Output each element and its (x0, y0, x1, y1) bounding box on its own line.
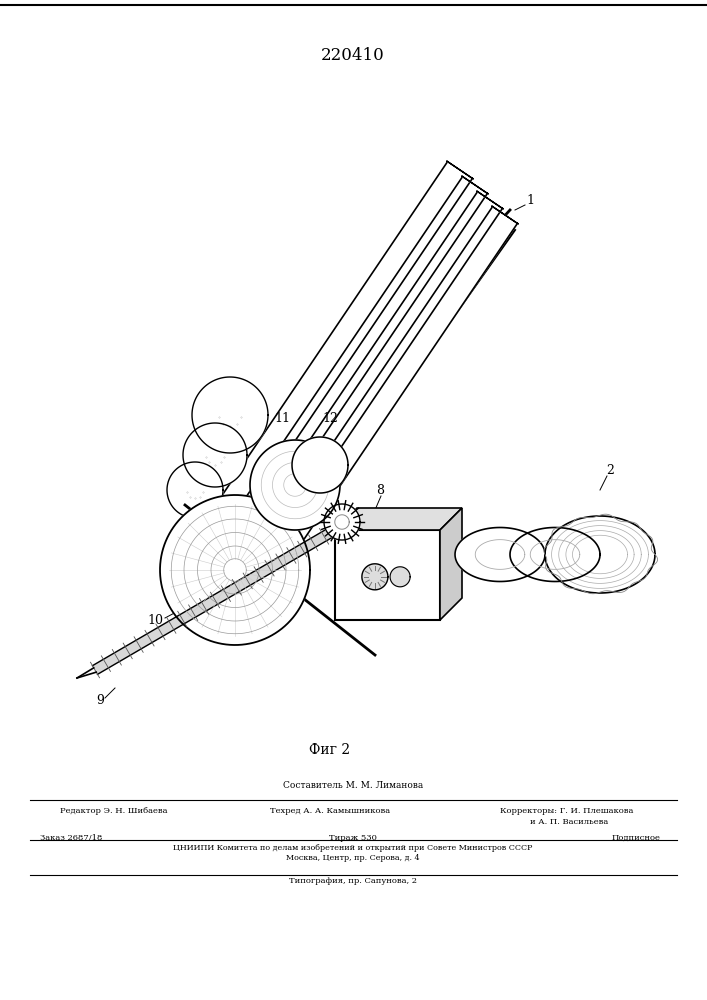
Text: Москва, Центр, пр. Серова, д. 4: Москва, Центр, пр. Серова, д. 4 (286, 854, 420, 862)
Text: Составитель М. М. Лиманова: Составитель М. М. Лиманова (283, 781, 423, 790)
Polygon shape (462, 176, 488, 194)
Circle shape (235, 566, 274, 604)
Text: Тираж 530: Тираж 530 (329, 834, 377, 842)
Polygon shape (510, 528, 600, 581)
Polygon shape (212, 546, 238, 564)
Text: Техред А. А. Камышникова: Техред А. А. Камышникова (270, 807, 390, 815)
Polygon shape (192, 377, 268, 453)
Text: 1: 1 (526, 194, 534, 207)
Text: 8: 8 (376, 484, 384, 496)
Polygon shape (324, 504, 360, 540)
Text: Редактор Э. Н. Шибаева: Редактор Э. Н. Шибаева (60, 807, 168, 815)
Polygon shape (228, 192, 503, 578)
Polygon shape (93, 526, 337, 674)
Polygon shape (545, 516, 655, 593)
Polygon shape (292, 437, 348, 493)
Polygon shape (197, 531, 223, 549)
Polygon shape (390, 567, 410, 587)
Polygon shape (335, 530, 440, 620)
Circle shape (221, 550, 259, 589)
Polygon shape (167, 462, 223, 518)
Polygon shape (362, 564, 388, 590)
Polygon shape (477, 191, 503, 209)
Polygon shape (455, 528, 545, 581)
Polygon shape (250, 440, 340, 530)
Circle shape (190, 520, 230, 560)
Text: 12: 12 (322, 412, 338, 424)
Text: ЦНИИПИ Комитета по делам изобретений и открытий при Совете Министров СССР: ЦНИИПИ Комитета по делам изобретений и о… (173, 844, 532, 852)
Text: 10: 10 (147, 613, 163, 626)
Polygon shape (197, 162, 472, 548)
Polygon shape (160, 495, 310, 645)
Text: и А. П. Васильева: и А. П. Васильева (530, 818, 608, 826)
Polygon shape (243, 207, 518, 593)
Polygon shape (492, 206, 518, 224)
Polygon shape (183, 423, 247, 487)
Text: 2: 2 (606, 464, 614, 477)
Circle shape (206, 536, 245, 574)
Text: Подписное: Подписное (611, 834, 660, 842)
Text: Корректоры: Г. И. Плешакова: Корректоры: Г. И. Плешакова (500, 807, 633, 815)
Text: Типография, пр. Сапунова, 2: Типография, пр. Сапунова, 2 (289, 877, 417, 885)
Polygon shape (227, 561, 253, 579)
Polygon shape (213, 177, 487, 563)
Text: 9: 9 (96, 694, 104, 706)
Text: 11: 11 (274, 412, 290, 424)
Text: 220410: 220410 (321, 46, 385, 64)
Polygon shape (335, 508, 462, 530)
Polygon shape (447, 161, 473, 179)
Text: Фиг 2: Фиг 2 (310, 743, 351, 757)
Polygon shape (242, 576, 268, 594)
Text: Заказ 2687/18: Заказ 2687/18 (40, 834, 103, 842)
Polygon shape (440, 508, 462, 620)
